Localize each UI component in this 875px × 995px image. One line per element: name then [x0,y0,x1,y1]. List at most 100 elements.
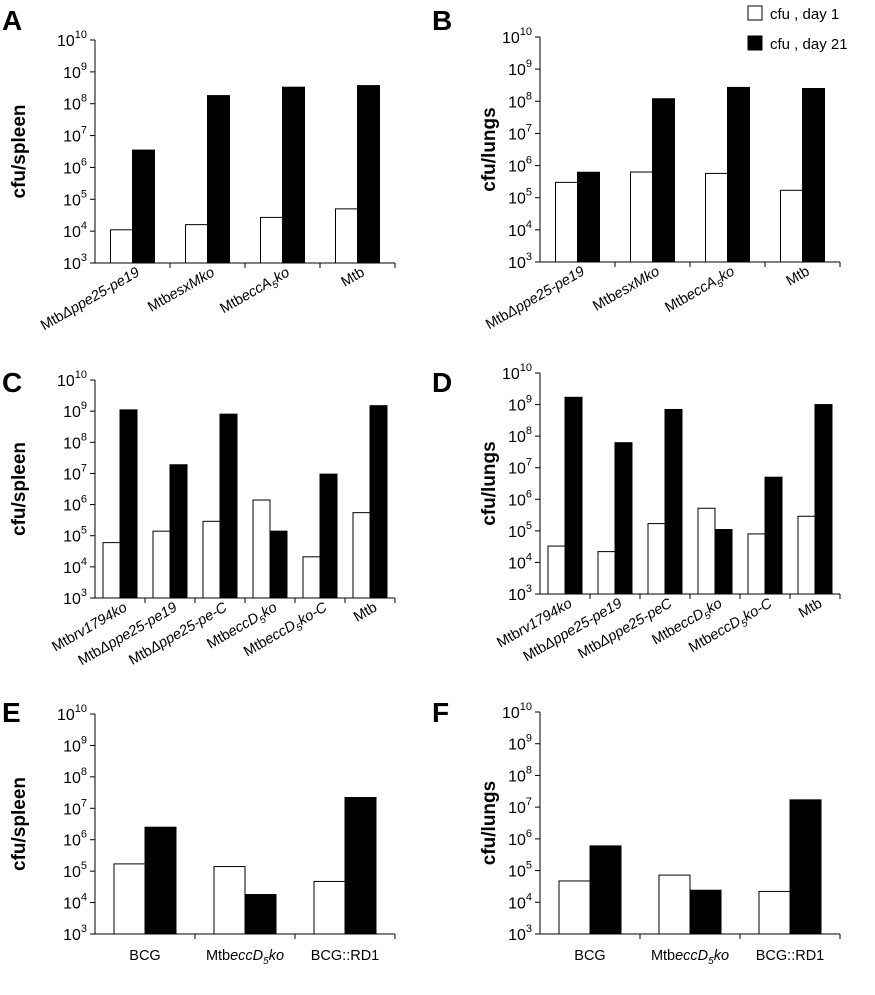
y-tick-label: 107 [508,457,532,478]
bar-day21 [207,95,230,264]
y-tick-label: 108 [63,431,87,452]
y-tick-label: 1010 [502,26,532,47]
bar-day1 [697,507,716,595]
bar-day21 [282,86,305,264]
x-tick-label: MtbeccD5ko-C [686,595,777,658]
bar-day21 [357,85,380,264]
bar-day21 [132,149,155,264]
bar-day1 [597,551,616,595]
y-tick-label: 103 [508,583,532,604]
bar-day1 [102,542,121,599]
bar-day21 [219,413,238,599]
x-tick-label: BCG::RD1 [756,948,825,964]
bar-day1 [647,523,666,595]
y-axis-label: cfu/lungs [479,107,500,191]
y-tick-label: 106 [63,156,87,177]
bar-day21 [577,171,600,263]
bar-day21 [789,799,822,935]
bar-day1 [252,499,271,599]
y-tick-label: 1010 [57,29,87,50]
bar-day1 [630,171,653,263]
bar-day21 [652,98,675,263]
y-tick-label: 106 [508,828,532,849]
y-tick-label: 109 [63,400,87,421]
panel-D: Dcfu/lungs1031041051061071081091010Mtbrv… [432,362,841,665]
y-tick-label: 104 [508,891,532,912]
y-tick-label: 105 [63,188,87,209]
bar-day1 [185,224,208,264]
bar-day21 [764,476,783,595]
y-tick-label: 1010 [57,369,87,390]
x-tick-label: MtbeccA5ko [663,264,739,319]
bar-day21 [369,405,388,599]
bar-day21 [664,408,683,595]
bar-day21 [802,87,825,263]
x-tick-label: Mtb [351,600,380,626]
x-tick-label: Mtb [796,596,825,622]
y-tick-label: 108 [508,425,532,446]
x-tick-label: MtbeccD5ko [649,596,726,652]
y-tick-label: 105 [508,860,532,881]
y-tick-label: 104 [508,219,532,240]
y-tick-label: 103 [63,923,87,944]
y-tick-label: 107 [63,797,87,818]
bar-day1 [213,866,246,935]
x-tick-label: BCG [574,948,605,964]
y-axis-label: cfu/spleen [9,777,30,871]
bar-day1 [202,520,221,599]
y-tick-label: 103 [508,251,532,272]
y-tick-label: 104 [63,556,87,577]
y-axis-label: cfu/lungs [479,781,500,865]
y-tick-label: 107 [508,122,532,143]
bar-day21 [727,86,750,263]
y-tick-label: 103 [63,252,87,273]
y-tick-label: 108 [63,93,87,114]
panel-letter: D [432,367,452,398]
legend-swatch-day21 [747,35,763,51]
y-tick-label: 107 [508,796,532,817]
x-tick-label: MtbesxMko [145,265,217,316]
bar-day1 [658,874,691,935]
y-tick-label: 109 [508,733,532,754]
x-tick-label: MtbΔppe25-pe19 [38,265,142,335]
bar-day1 [302,556,321,599]
panel-letter: F [432,697,449,728]
y-axis-label: cfu/spleen [9,442,30,536]
bar-day1 [705,172,728,263]
y-axis-label: cfu/spleen [9,105,30,199]
panel-letter: B [432,5,452,36]
bar-day21 [319,473,338,599]
bar-day1 [113,863,146,935]
bar-day1 [260,216,283,264]
y-tick-label: 108 [508,90,532,111]
bar-day1 [747,533,766,595]
panel-letter: A [2,5,22,36]
bar-day21 [689,889,722,935]
bar-day1 [335,208,358,264]
y-tick-label: 109 [508,394,532,415]
y-tick-label: 104 [63,220,87,241]
legend-label: cfu , day 1 [770,6,839,23]
bar-day1 [555,181,578,263]
x-tick-label: Mtb [339,265,368,291]
y-tick-label: 105 [63,525,87,546]
x-tick-label: MtbΔppe25-pe19 [483,264,587,334]
y-tick-label: 106 [508,155,532,176]
x-tick-label: MtbeccA5ko [218,265,294,320]
legend-swatch-day1 [747,5,763,21]
x-tick-label: MtbeccD5ko [651,948,729,967]
bar-day1 [110,229,133,264]
panel-C: Ccfu/spleen1031041051061071081091010Mtbr… [2,367,396,669]
x-tick-label: MtbeccD5ko-C [241,599,332,662]
y-tick-label: 103 [508,923,532,944]
bar-day1 [758,890,791,935]
y-tick-label: 1010 [502,701,532,722]
bar-day1 [558,880,591,935]
y-tick-label: 105 [508,187,532,208]
bar-day1 [780,189,803,263]
bar-day1 [547,545,566,595]
